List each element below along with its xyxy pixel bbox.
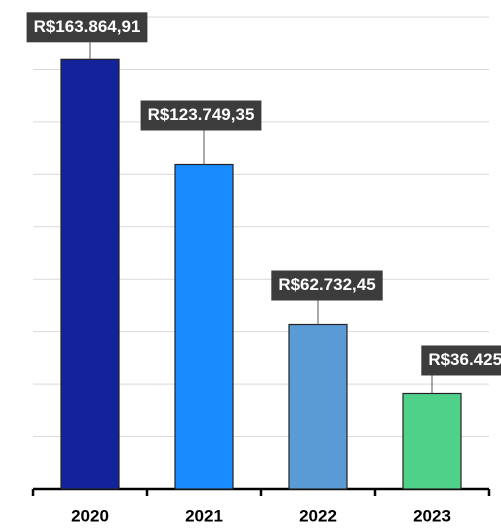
data-label-box: [140, 100, 262, 131]
data-label: R$62.732,45: [271, 270, 383, 325]
x-tick-label: 2023: [413, 506, 451, 525]
bar: [174, 163, 234, 490]
data-label: R$163.864,91: [26, 12, 148, 60]
data-label-box: [271, 270, 383, 301]
data-label-box: [421, 345, 501, 376]
bar: [402, 392, 462, 490]
data-label-box: [26, 12, 148, 43]
x-tick-label: 2022: [299, 506, 337, 525]
data-label-text: R$123.749,35: [148, 105, 255, 124]
data-label-text: R$62.732,45: [278, 275, 375, 294]
x-tick-label: 2021: [185, 506, 223, 525]
data-label-text: R$163.864,91: [34, 17, 141, 36]
data-label: R$36.425,71: [421, 345, 501, 394]
data-label: R$123.749,35: [140, 100, 262, 165]
data-label-text: R$36.425,71: [428, 350, 501, 369]
bar: [60, 58, 120, 490]
x-tick-label: 2020: [71, 506, 109, 525]
bar: [288, 323, 348, 490]
